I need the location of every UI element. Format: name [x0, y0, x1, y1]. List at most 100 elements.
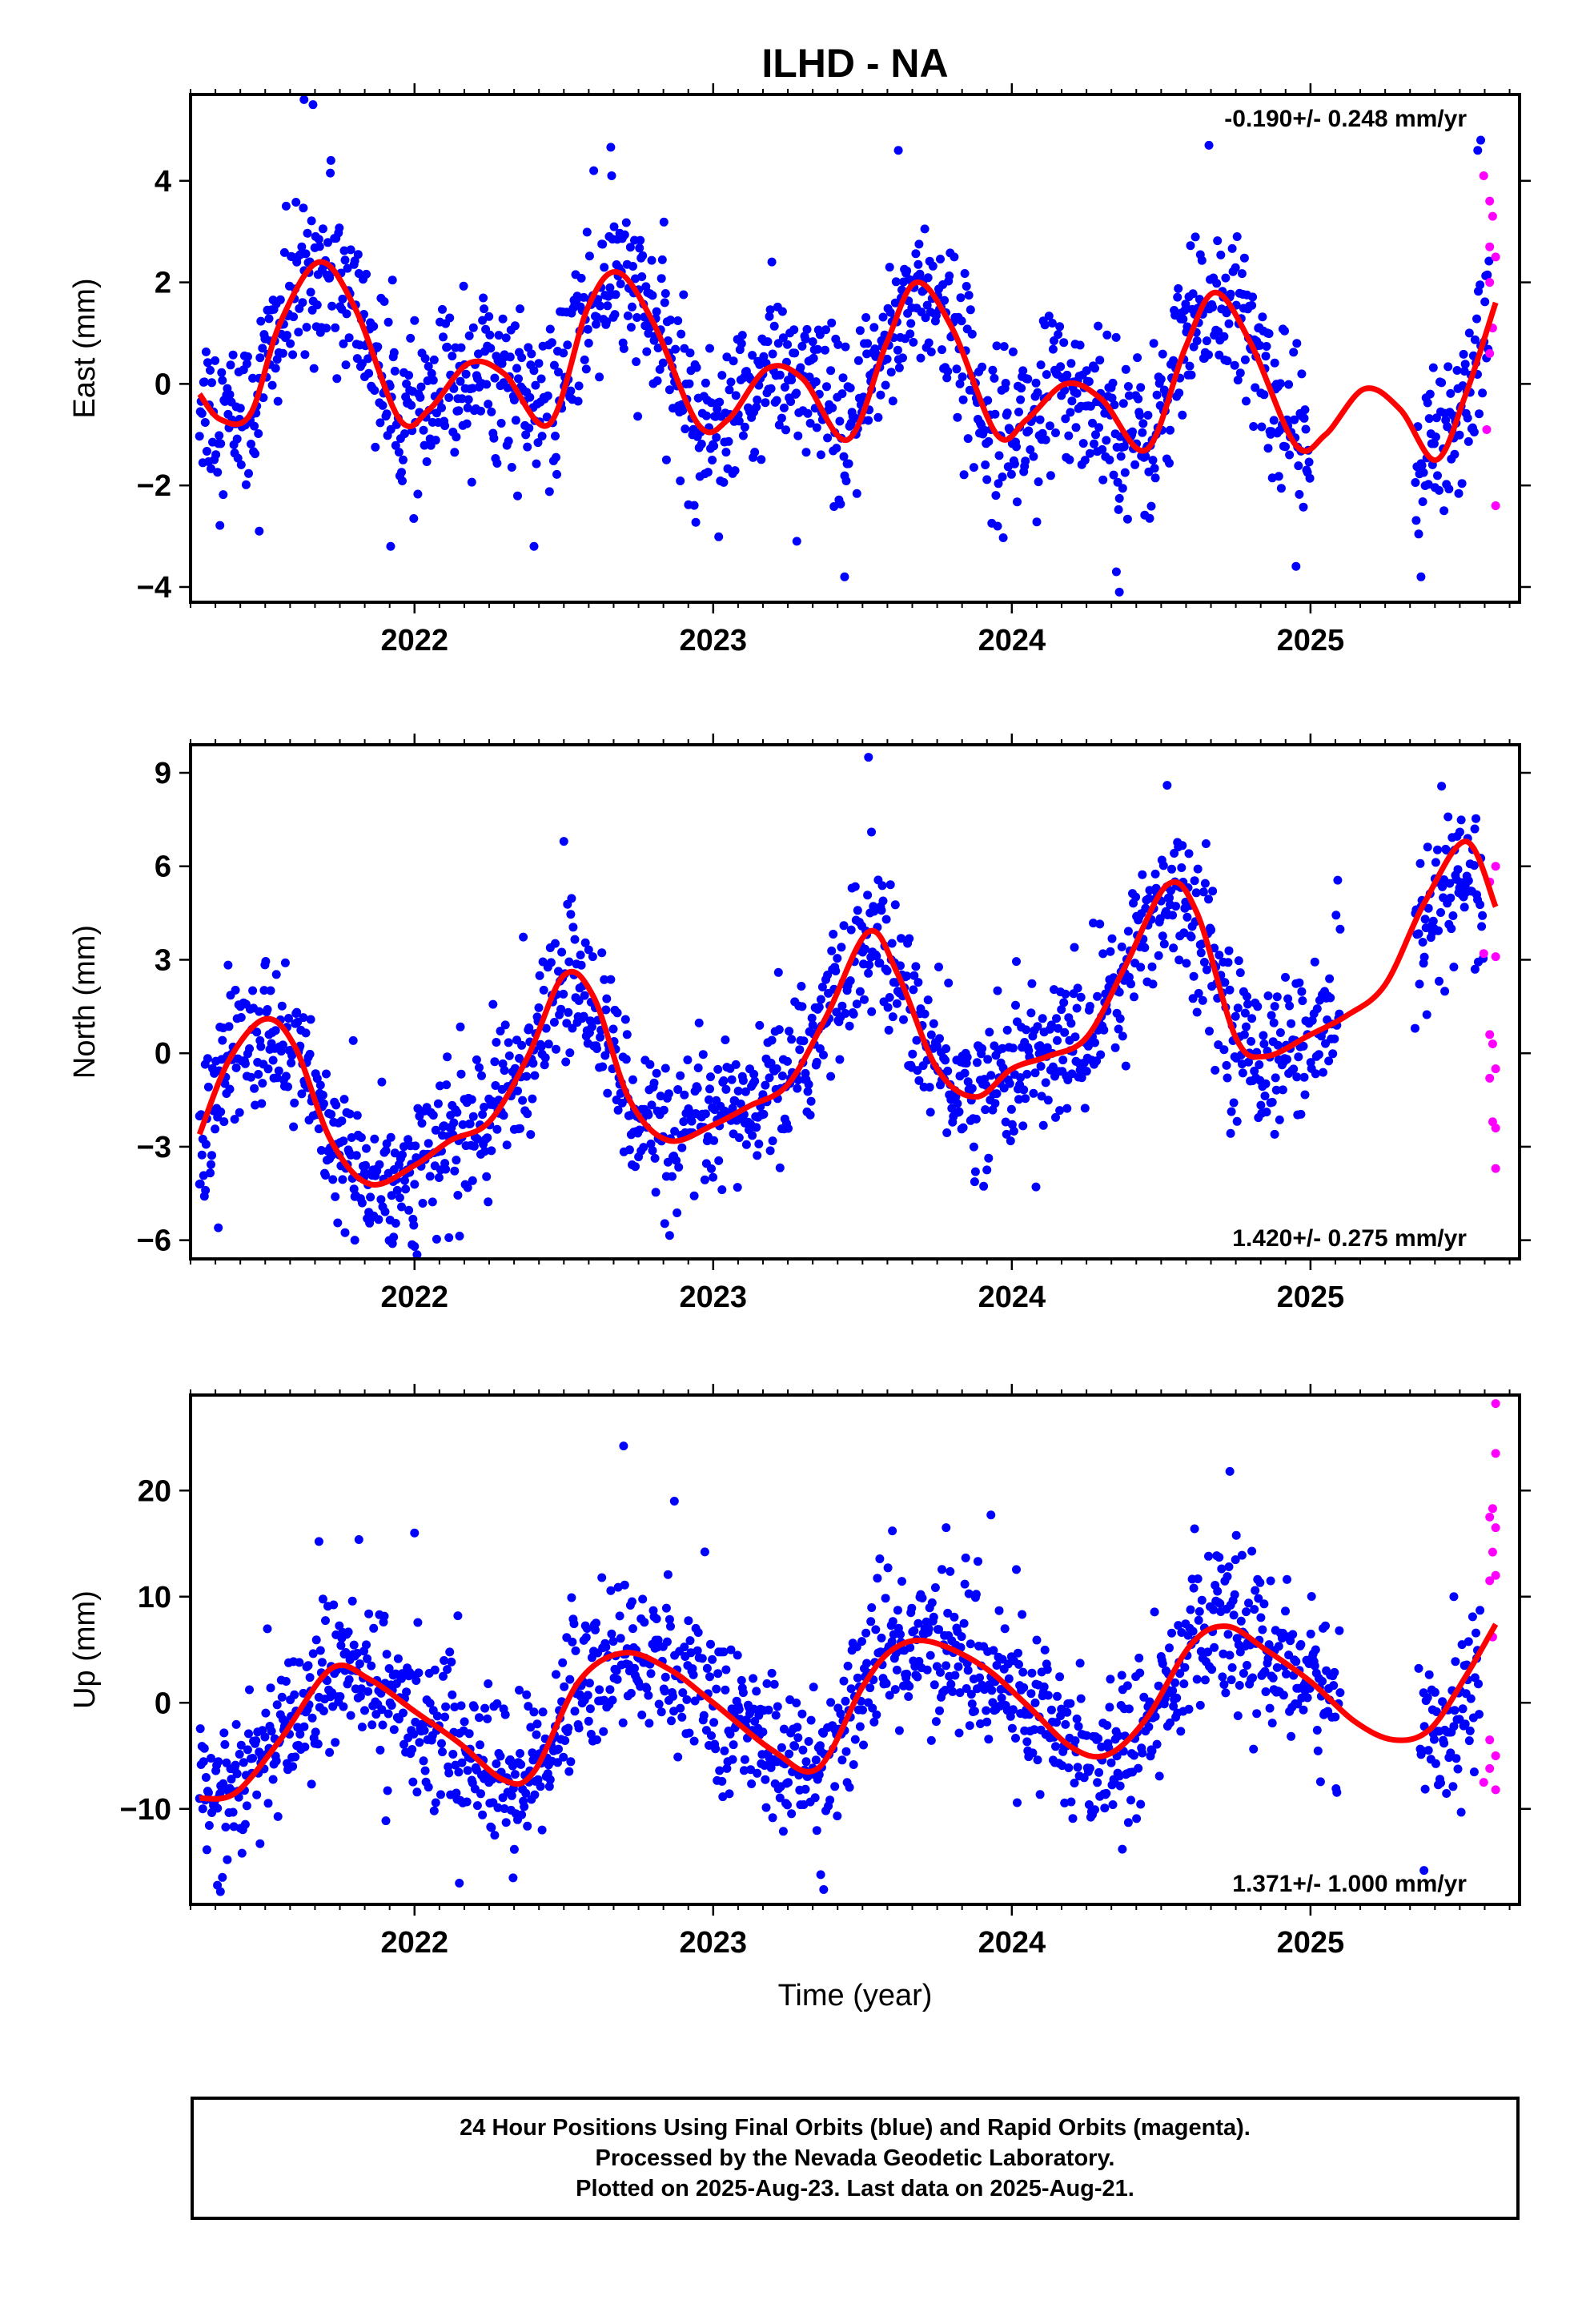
final-point [271, 1756, 281, 1766]
final-point [1299, 1041, 1308, 1051]
final-point [510, 1770, 520, 1779]
final-point [1177, 1628, 1186, 1637]
final-point [1202, 336, 1211, 346]
final-point [465, 1119, 475, 1128]
final-point [271, 364, 280, 373]
final-point [231, 985, 240, 995]
final-point [259, 986, 269, 995]
final-point [331, 323, 340, 332]
final-point [383, 1786, 392, 1795]
final-point [924, 1624, 934, 1634]
final-point [802, 324, 812, 334]
final-point [201, 347, 211, 356]
final-point [386, 541, 396, 551]
final-point [344, 333, 354, 343]
final-point [1472, 314, 1481, 324]
final-point [523, 442, 532, 452]
plot-frame [189, 93, 1521, 604]
final-point [1315, 1777, 1325, 1787]
final-point [454, 1767, 464, 1777]
final-point [1433, 471, 1442, 480]
final-point [278, 348, 287, 358]
final-point [990, 409, 1000, 419]
final-point [769, 321, 779, 331]
x-tick-label: 2023 [680, 1926, 748, 1960]
final-point [964, 291, 974, 300]
final-point [869, 1717, 879, 1727]
final-point [540, 1060, 549, 1070]
final-point [546, 958, 556, 967]
final-point [496, 1027, 505, 1035]
final-point [1008, 347, 1018, 356]
final-point [1066, 408, 1075, 417]
final-point [487, 407, 496, 416]
final-point [1221, 1688, 1231, 1698]
final-point [1243, 991, 1251, 1001]
final-point [990, 1099, 1000, 1108]
final-point [1329, 1681, 1339, 1691]
y-axis-label: East (mm) [68, 278, 102, 418]
final-point [1217, 1564, 1227, 1574]
final-point [1460, 903, 1469, 912]
final-point [728, 1104, 737, 1113]
final-point [881, 1594, 890, 1603]
final-point [476, 1740, 484, 1750]
final-point [638, 1594, 648, 1604]
final-point [1222, 1060, 1231, 1070]
final-point [1084, 1800, 1094, 1809]
final-point [562, 1019, 572, 1028]
final-point [540, 1053, 550, 1063]
final-point [206, 1168, 215, 1178]
final-point [492, 1038, 501, 1047]
final-point [659, 217, 669, 227]
final-point [785, 1027, 794, 1036]
final-point [200, 418, 210, 427]
final-point [375, 1745, 385, 1755]
final-point [765, 1073, 774, 1083]
final-point [404, 1205, 414, 1215]
final-point [482, 380, 492, 389]
final-point [1185, 361, 1195, 371]
final-point [1452, 366, 1462, 375]
final-point [844, 459, 853, 468]
final-point [1082, 1731, 1091, 1740]
final-point [266, 1683, 275, 1693]
final-point [1113, 477, 1122, 487]
final-point [1010, 459, 1019, 468]
final-point [729, 1740, 738, 1750]
final-point [1260, 1667, 1270, 1676]
final-point [994, 451, 1004, 460]
final-point [1033, 1022, 1042, 1031]
final-point [418, 1199, 428, 1208]
final-point [459, 281, 468, 291]
final-point [786, 397, 796, 406]
final-point [1145, 513, 1154, 523]
final-point [714, 1156, 724, 1165]
final-point [525, 392, 535, 402]
final-point [913, 1066, 922, 1076]
final-point [661, 289, 670, 298]
final-point [243, 1745, 252, 1755]
final-point [595, 372, 604, 382]
final-point [1424, 1670, 1434, 1679]
final-point [717, 371, 727, 380]
final-point [444, 1233, 454, 1242]
final-point [833, 954, 842, 963]
final-point [934, 1625, 943, 1634]
final-point [748, 1131, 757, 1140]
final-point [1213, 236, 1223, 246]
final-point [1291, 1657, 1301, 1667]
final-point [1239, 1030, 1249, 1039]
final-point [885, 308, 895, 317]
final-point [1168, 1686, 1178, 1695]
final-point [1181, 300, 1191, 309]
final-point [865, 1683, 875, 1693]
final-point [777, 413, 786, 423]
final-point [669, 1691, 677, 1701]
final-point [1042, 1043, 1052, 1052]
final-point [1294, 461, 1303, 471]
final-point [264, 314, 274, 324]
final-point [522, 1690, 532, 1699]
final-point [326, 155, 335, 165]
final-point [701, 1109, 710, 1119]
